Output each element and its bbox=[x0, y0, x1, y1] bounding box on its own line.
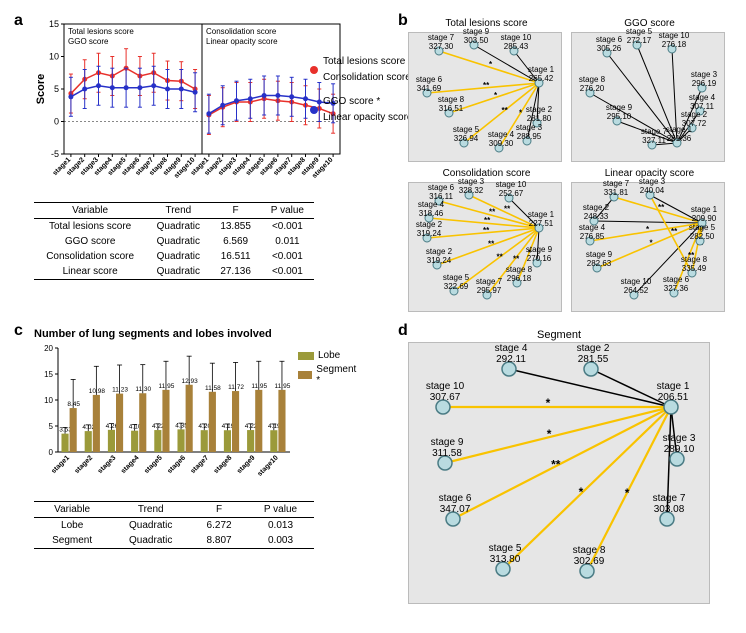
rank-d-title: Segment bbox=[409, 329, 709, 341]
svg-text:*: * bbox=[579, 485, 584, 499]
svg-text:10.98: 10.98 bbox=[89, 388, 106, 395]
svg-text:11.95: 11.95 bbox=[275, 383, 291, 390]
svg-text:**: ** bbox=[502, 106, 509, 115]
chart-c-title: Number of lung segments and lobes involv… bbox=[34, 328, 344, 340]
table-a: VariableTrendFP valueTotal lesions score… bbox=[34, 202, 314, 280]
svg-text:**: ** bbox=[551, 458, 561, 472]
panel-a: -5 0 5 10 15 Score Total lesions scoreGGO scor… bbox=[34, 18, 344, 298]
svg-text:**: ** bbox=[671, 227, 678, 236]
table-c: VariableTrendFP valueLobeQuadratic6.2720… bbox=[34, 501, 314, 549]
svg-text:11.95: 11.95 bbox=[251, 383, 267, 390]
svg-text:10: 10 bbox=[49, 52, 59, 62]
svg-text:5: 5 bbox=[49, 422, 54, 431]
svg-text:*: * bbox=[650, 239, 654, 248]
rank-box-d: Segment ******stage 1206.51stage 2281.55… bbox=[408, 342, 710, 604]
svg-text:**: ** bbox=[497, 253, 504, 262]
legend-c-lobe: Lobe bbox=[318, 350, 340, 361]
svg-text:stage3: stage3 bbox=[97, 454, 118, 475]
label-b: b bbox=[398, 12, 408, 30]
svg-text:Total lesions score: Total lesions score bbox=[68, 27, 134, 36]
svg-text:12.93: 12.93 bbox=[182, 378, 199, 385]
svg-text:stage7: stage7 bbox=[190, 454, 211, 475]
legend-a: Total lesions score ** Consolidation sco… bbox=[310, 54, 423, 134]
svg-text:*: * bbox=[547, 427, 552, 441]
svg-text:**: ** bbox=[484, 216, 491, 225]
svg-text:*: * bbox=[494, 91, 498, 100]
svg-text:**: ** bbox=[504, 205, 511, 214]
svg-text:stage5: stage5 bbox=[143, 454, 164, 475]
label-d: d bbox=[398, 322, 408, 340]
svg-text:stage10: stage10 bbox=[256, 454, 279, 477]
svg-text:0: 0 bbox=[49, 448, 54, 457]
figure: a b c d -5 0 5 10 15 Score Total lesions score… bbox=[10, 10, 736, 623]
label-c: c bbox=[14, 322, 23, 340]
svg-text:stage1: stage1 bbox=[50, 454, 71, 475]
svg-text:stage9: stage9 bbox=[236, 454, 257, 475]
svg-text:*: * bbox=[625, 486, 630, 500]
svg-text:11.30: 11.30 bbox=[135, 386, 151, 393]
svg-text:*: * bbox=[646, 225, 650, 234]
svg-text:11.23: 11.23 bbox=[112, 387, 128, 394]
svg-text:11.72: 11.72 bbox=[228, 384, 244, 391]
svg-text:**: ** bbox=[483, 226, 490, 235]
svg-text:0: 0 bbox=[54, 117, 59, 127]
svg-text:**: ** bbox=[483, 81, 490, 90]
chart-c-plot: 051015203.538.45stage14.0210.98stage24.2… bbox=[34, 342, 294, 492]
svg-text:15: 15 bbox=[49, 19, 59, 29]
legend-c: Lobe Segment * bbox=[298, 350, 358, 389]
svg-text:Score: Score bbox=[35, 74, 47, 105]
svg-text:11.95: 11.95 bbox=[159, 383, 175, 390]
label-a: a bbox=[14, 12, 23, 30]
svg-text:stage6: stage6 bbox=[166, 454, 187, 475]
svg-text:Consolidation score: Consolidation score bbox=[206, 27, 277, 36]
svg-text:11.58: 11.58 bbox=[205, 385, 221, 392]
svg-text:GGO score: GGO score bbox=[68, 37, 109, 46]
chart-a-plot: -5 0 5 10 15 Score Total lesions scoreGGO scor… bbox=[34, 18, 344, 198]
svg-text:15: 15 bbox=[44, 370, 53, 379]
svg-text:stage8: stage8 bbox=[213, 454, 234, 475]
svg-text:20: 20 bbox=[44, 344, 53, 353]
panel-d: Segment ******stage 1206.51stage 2281.55… bbox=[408, 328, 728, 618]
svg-text:10: 10 bbox=[44, 396, 53, 405]
svg-text:*: * bbox=[546, 396, 551, 410]
svg-text:-5: -5 bbox=[51, 149, 59, 159]
legend-c-segment: Segment * bbox=[316, 364, 358, 386]
panel-c: Number of lung segments and lobes involv… bbox=[34, 328, 344, 618]
svg-text:Linear opacity score: Linear opacity score bbox=[206, 37, 278, 46]
svg-text:stage4: stage4 bbox=[120, 454, 141, 475]
svg-text:stage2: stage2 bbox=[74, 454, 95, 475]
svg-text:**: ** bbox=[488, 240, 495, 249]
panel-b: Total lesions score*******stage 1265.42s… bbox=[408, 18, 728, 298]
svg-text:5: 5 bbox=[54, 84, 59, 94]
svg-text:8.45: 8.45 bbox=[67, 401, 80, 408]
